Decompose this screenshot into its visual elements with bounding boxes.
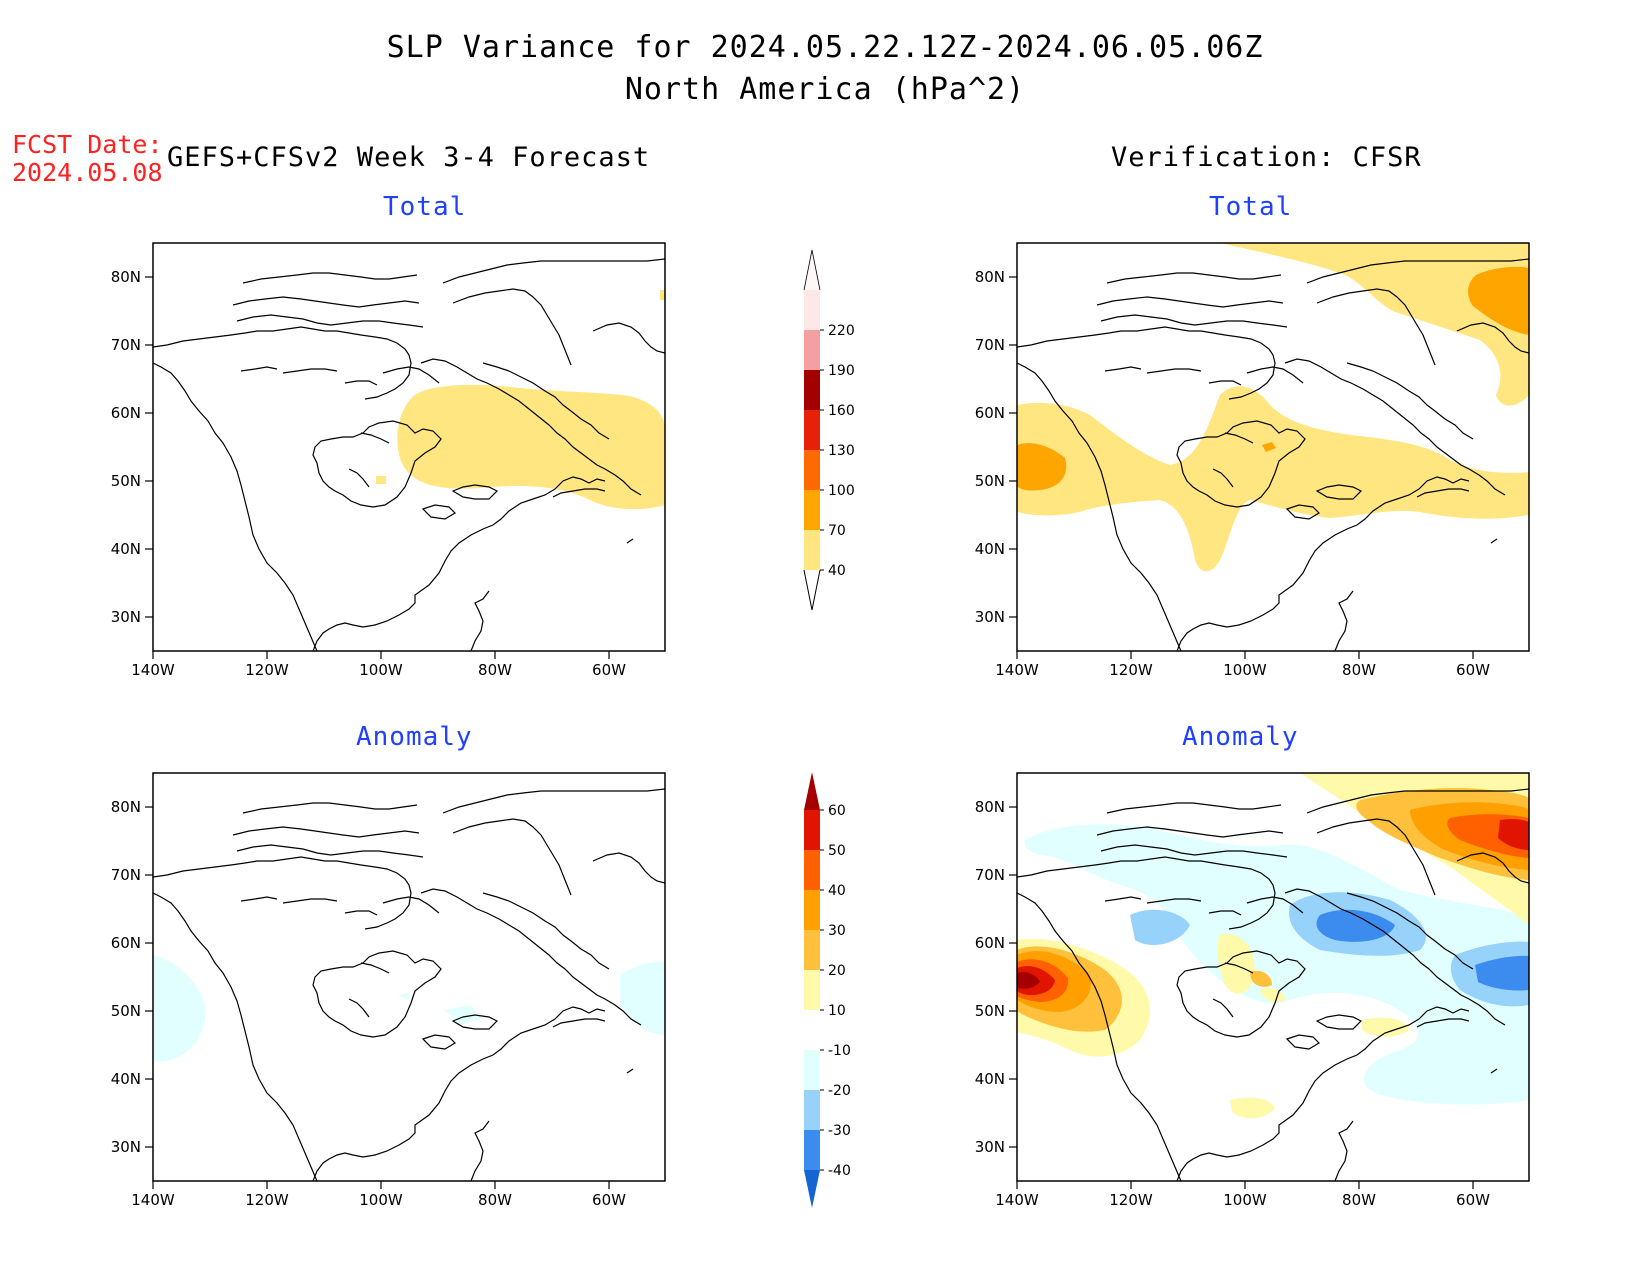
- colorbar-anomaly-label: -20: [828, 1083, 851, 1099]
- lat-tick-label: 30N: [111, 608, 141, 626]
- colorbar-anomaly-upper-tip: [804, 772, 820, 810]
- colorbar-anomaly-bin: [804, 810, 820, 850]
- lon-tick-label: 100W: [1223, 661, 1267, 679]
- lat-tick-label: 70N: [111, 866, 141, 884]
- lat-tick-label: 50N: [111, 1002, 141, 1020]
- colorbar-total-label: 40: [828, 563, 846, 579]
- lon-tick-label: 100W: [1223, 1191, 1267, 1209]
- colorbar-anomaly-label: -40: [828, 1163, 851, 1179]
- lat-tick-label: 30N: [975, 1138, 1005, 1156]
- lon-tick-label: 140W: [131, 661, 175, 679]
- colorbar-anomaly-bin: [804, 890, 820, 930]
- lon-tick-label: 60W: [592, 1191, 626, 1209]
- lon-tick-label: 120W: [245, 1191, 289, 1209]
- colorbar-anomaly-label: 40: [828, 883, 846, 899]
- map-axes: 80N 70N 60N 50N 40N 30N 140W 120W 100W 80W 60W 80N 7…: [111, 268, 1490, 1209]
- colorbar-anomaly-label: 10: [828, 1003, 846, 1019]
- map-verification-total: [1016, 242, 1530, 652]
- lon-tick-label: 60W: [1456, 1191, 1490, 1209]
- colorbar-anomaly-bin: [804, 930, 820, 970]
- lon-tick-label: 140W: [995, 661, 1039, 679]
- colorbar-total-bin: [804, 490, 820, 530]
- lon-tick-label: 80W: [1342, 1191, 1376, 1209]
- colorbar-total-label: 190: [828, 363, 855, 379]
- lon-tick-label: 60W: [1456, 661, 1490, 679]
- colorbar-anomaly-bin: [804, 1130, 820, 1170]
- lat-tick-label: 40N: [975, 1070, 1005, 1088]
- region-variance-40-70: [397, 384, 665, 510]
- colorbar-anomaly-bin: [804, 1090, 820, 1130]
- lat-tick-label: 30N: [111, 1138, 141, 1156]
- lon-tick-label: 60W: [592, 661, 626, 679]
- colorbar-total-label: 100: [828, 483, 855, 499]
- lon-tick-label: 120W: [1109, 661, 1153, 679]
- lat-tick-label: 50N: [975, 472, 1005, 490]
- lat-tick-label: 40N: [111, 1070, 141, 1088]
- colorbar-anomaly-label: -10: [828, 1043, 851, 1059]
- lat-tick-label: 30N: [975, 608, 1005, 626]
- lon-tick-label: 120W: [245, 661, 289, 679]
- lat-tick-label: 80N: [111, 798, 141, 816]
- lat-tick-label: 60N: [111, 404, 141, 422]
- colorbar-anomaly-bin: [804, 1050, 820, 1090]
- panel-title-anomaly-forecast: Anomaly: [356, 722, 473, 752]
- map-forecast-total: [152, 242, 666, 652]
- lat-tick-label: 50N: [111, 472, 141, 490]
- lon-tick-label: 80W: [478, 1191, 512, 1209]
- chart-title: SLP Variance for 2024.05.22.12Z-2024.06.…: [386, 30, 1264, 65]
- lat-tick-label: 60N: [975, 404, 1005, 422]
- panel-title-total-forecast: Total: [383, 192, 467, 222]
- colorbar-total-lower-tip: [803, 569, 821, 611]
- chart-subtitle: North America (hPa^2): [624, 72, 1026, 107]
- colorbar-anomaly-label: 30: [828, 923, 846, 939]
- colorbar-anomaly-bin: [804, 970, 820, 1010]
- colorbar-anomaly-label: 60: [828, 803, 846, 819]
- fcst-date-value: 2024.05.08: [12, 158, 163, 187]
- map-forecast-anomaly: [152, 772, 666, 1182]
- colorbar-total-bin: [804, 290, 820, 330]
- colorbar-total-label: 130: [828, 443, 855, 459]
- lat-tick-label: 40N: [975, 540, 1005, 558]
- colorbar-total-label: 160: [828, 403, 855, 419]
- forecast-header: GEFS+CFSv2 Week 3-4 Forecast: [167, 142, 651, 173]
- colorbar-anomaly-bin: [804, 850, 820, 890]
- colorbar-anomaly-label: -30: [828, 1123, 851, 1139]
- lat-tick-label: 70N: [975, 866, 1005, 884]
- colorbar-anomaly-label: 20: [828, 963, 846, 979]
- lon-tick-label: 100W: [359, 1191, 403, 1209]
- colorbar-total-bin: [804, 330, 820, 370]
- colorbar-total-label: 220: [828, 323, 855, 339]
- panel-title-total-verification: Total: [1209, 192, 1293, 222]
- colorbar-total-label: 70: [828, 523, 846, 539]
- lat-tick-label: 80N: [111, 268, 141, 286]
- lat-tick-label: 80N: [975, 798, 1005, 816]
- colorbar-anomaly-bin: [804, 1010, 820, 1050]
- colorbars: 40 70 100 130 160 190 220 -40 -30 -20 -10 10 20 30 40 5…: [803, 249, 855, 1208]
- fcst-date-label: FCST Date:: [12, 130, 163, 159]
- panel-title-anomaly-verification: Anomaly: [1182, 722, 1299, 752]
- lon-tick-label: 140W: [995, 1191, 1039, 1209]
- colorbar-anomaly-label: 50: [828, 843, 846, 859]
- lat-tick-label: 70N: [975, 336, 1005, 354]
- lon-tick-label: 80W: [1342, 661, 1376, 679]
- colorbar-total-bin: [804, 410, 820, 450]
- map-verification-anomaly: [1016, 772, 1530, 1182]
- colorbar-total-bin: [804, 370, 820, 410]
- colorbar-anomaly-lower-tip: [804, 1170, 820, 1208]
- colorbar-total-upper-tip: [803, 249, 821, 291]
- lat-tick-label: 80N: [975, 268, 1005, 286]
- lat-tick-label: 70N: [111, 336, 141, 354]
- lat-tick-label: 60N: [111, 934, 141, 952]
- lon-tick-label: 80W: [478, 661, 512, 679]
- lon-tick-label: 140W: [131, 1191, 175, 1209]
- lat-tick-label: 50N: [975, 1002, 1005, 1020]
- lat-tick-label: 60N: [975, 934, 1005, 952]
- lon-tick-label: 120W: [1109, 1191, 1153, 1209]
- lon-tick-label: 100W: [359, 661, 403, 679]
- colorbar-total-bin: [804, 530, 820, 570]
- verification-header: Verification: CFSR: [1111, 142, 1422, 173]
- lat-tick-label: 40N: [111, 540, 141, 558]
- colorbar-total-bin: [804, 450, 820, 490]
